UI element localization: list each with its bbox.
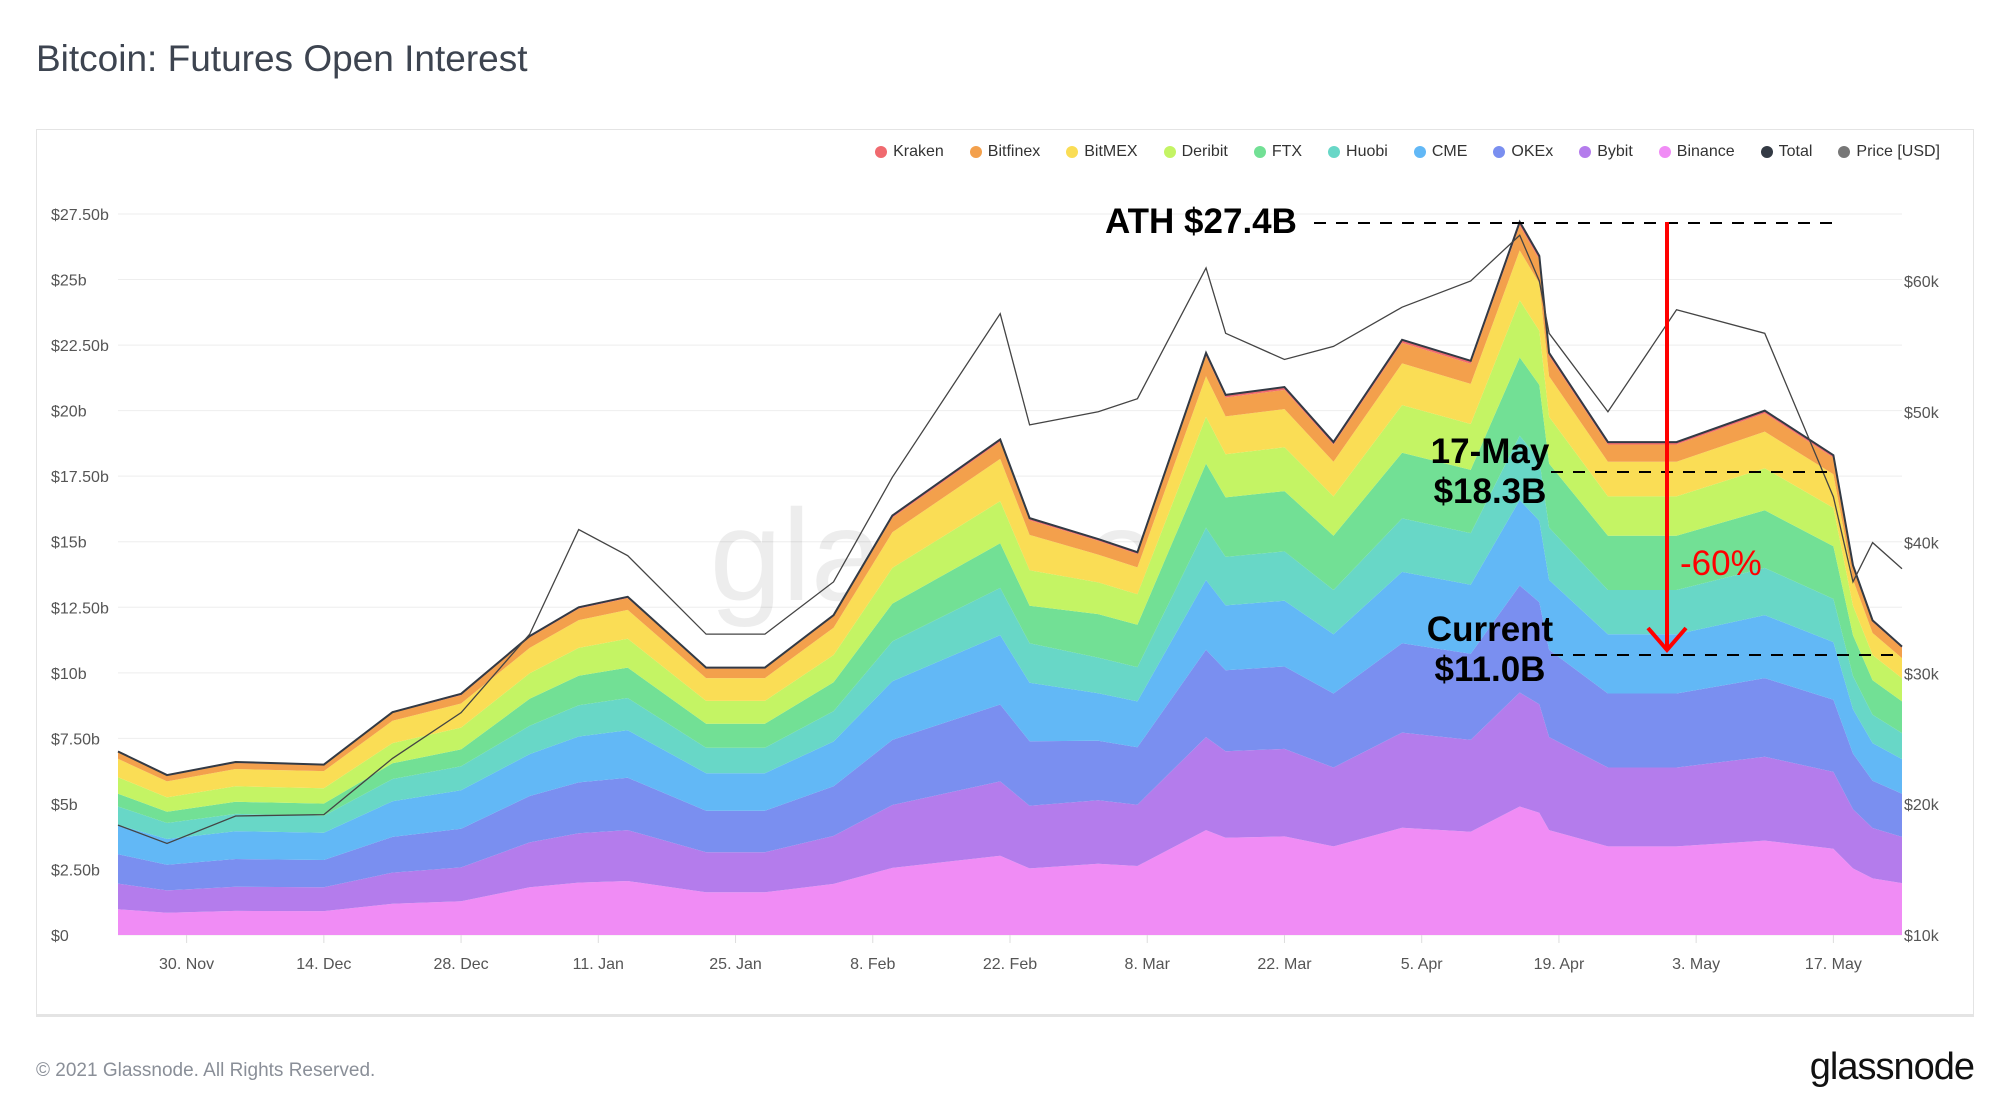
legend-dot-icon xyxy=(1493,146,1506,158)
legend-item-huobi[interactable]: Huobi xyxy=(1328,143,1388,161)
x-tick-label: 11. Jan xyxy=(573,956,624,973)
x-tick-label: 22. Mar xyxy=(1257,956,1312,973)
y-tick-label: $15b xyxy=(51,535,87,552)
y2-tick-label: $60k xyxy=(1904,274,1940,291)
total-line xyxy=(117,219,1903,777)
legend-label: Bybit xyxy=(1597,143,1633,160)
glassnode-logo: glassnode xyxy=(1809,1046,1975,1088)
legend-item-bitfinex[interactable]: Bitfinex xyxy=(969,143,1041,161)
legend: Kraken Bitfinex BitMEX Deribit FTX Huobi CME OK… xyxy=(875,143,1940,161)
current-label: Current xyxy=(1426,610,1554,649)
x-tick-label: 19. Apr xyxy=(1534,956,1585,973)
legend-label: Price [USD] xyxy=(1856,143,1940,160)
legend-label: OKEx xyxy=(1511,143,1554,160)
y-tick-label: $5b xyxy=(51,797,78,814)
x-tick-label: 8. Mar xyxy=(1125,956,1171,973)
legend-dot-icon xyxy=(969,146,982,158)
legend-dot-icon xyxy=(1066,146,1079,158)
ath-annotation: ATH $27.4B xyxy=(1105,202,1297,241)
x-tick-label: 3. May xyxy=(1672,956,1720,973)
legend-dot-icon xyxy=(1413,146,1426,158)
x-tick-label: 17. May xyxy=(1805,956,1862,973)
annotations-overlay xyxy=(1314,222,1902,656)
area-okex xyxy=(118,585,1902,891)
legend-dot-icon xyxy=(1658,146,1671,158)
legend-label: Binance xyxy=(1676,143,1735,160)
area-ftx xyxy=(118,357,1902,823)
legend-label: CME xyxy=(1431,143,1468,160)
legend-item-kraken[interactable]: Kraken xyxy=(875,143,944,161)
stacked-areas xyxy=(118,221,1902,935)
y-tick-label: $22.50b xyxy=(51,338,109,355)
x-tick-label: 25. Jan xyxy=(709,956,761,973)
legend-label: Bitfinex xyxy=(987,143,1041,160)
area-bitfinex xyxy=(118,225,1902,782)
legend-label: Huobi xyxy=(1346,143,1388,160)
area-deribit xyxy=(118,300,1902,812)
current-value: $11.0B xyxy=(1434,650,1546,689)
y-tick-label: $17.50b xyxy=(51,469,109,486)
x-tick-label: 28. Dec xyxy=(434,956,489,973)
area-cme xyxy=(118,500,1902,865)
legend-item-binance[interactable]: Binance xyxy=(1658,143,1735,161)
legend-item-cme[interactable]: CME xyxy=(1413,143,1468,161)
y-tick-label: $20b xyxy=(51,404,87,421)
legend-dot-icon xyxy=(1328,146,1341,158)
drop-arrow-head-icon xyxy=(1646,626,1688,654)
y-tick-label: $2.50b xyxy=(51,862,100,879)
lines xyxy=(117,219,1903,845)
chart-panel xyxy=(36,129,1974,1017)
y-tick-label: $0 xyxy=(51,928,69,945)
area-bitmex xyxy=(118,250,1902,798)
legend-label: Total xyxy=(1778,143,1813,160)
legend-dot-icon xyxy=(1838,146,1851,158)
x-tick-label: 5. Apr xyxy=(1401,956,1443,973)
x-tick-label: 14. Dec xyxy=(296,956,351,973)
legend-item-total[interactable]: Total xyxy=(1760,143,1813,161)
legend-item-ftx[interactable]: FTX xyxy=(1253,143,1303,161)
y-tick-label: $25b xyxy=(51,273,87,290)
y2-tick-label: $30k xyxy=(1904,666,1940,683)
y-tick-label: $10b xyxy=(51,666,87,683)
area-bybit xyxy=(118,692,1902,913)
legend-item-bybit[interactable]: Bybit xyxy=(1579,143,1633,161)
legend-item-deribit[interactable]: Deribit xyxy=(1163,143,1228,161)
legend-item-okex[interactable]: OKEx xyxy=(1493,143,1553,161)
y-tick-label: $7.50b xyxy=(51,731,100,748)
legend-label: Kraken xyxy=(893,143,944,160)
may17-annotation: 17-May $18.3B xyxy=(1420,432,1560,512)
legend-item-price-usd[interactable]: Price [USD] xyxy=(1838,143,1940,161)
x-tick-label: 22. Feb xyxy=(983,956,1037,973)
legend-item-bitmex[interactable]: BitMEX xyxy=(1066,143,1138,161)
legend-dot-icon xyxy=(1253,146,1266,158)
x-tick-label: 30. Nov xyxy=(159,956,214,973)
legend-label: BitMEX xyxy=(1084,143,1138,160)
legend-dot-icon xyxy=(1163,146,1176,158)
y2-tick-label: $20k xyxy=(1904,797,1940,814)
legend-label: FTX xyxy=(1271,143,1303,160)
legend-dot-icon xyxy=(1760,146,1773,158)
area-binance xyxy=(118,806,1902,935)
legend-dot-icon xyxy=(1579,146,1592,158)
price-line xyxy=(117,234,1903,845)
y-tick-label: $12.50b xyxy=(51,600,109,617)
may17-value: $18.3B xyxy=(1433,472,1547,511)
area-huobi xyxy=(118,435,1902,839)
y2-tick-label: $50k xyxy=(1904,405,1940,422)
y-tick-label: $27.50b xyxy=(51,207,109,224)
drop-percentage: -60% xyxy=(1680,544,1762,583)
chart-title: Bitcoin: Futures Open Interest xyxy=(36,38,528,79)
copyright-footer: © 2021 Glassnode. All Rights Reserved. xyxy=(36,1060,376,1081)
may17-date: 17-May xyxy=(1430,432,1550,471)
legend-dot-icon xyxy=(875,146,888,158)
current-annotation: Current $11.0B xyxy=(1415,610,1565,690)
axes: $0 $2.50b $5b $7.50b $10b $12.50b $15b $17.50b $… xyxy=(51,207,1940,973)
legend-label: Deribit xyxy=(1181,143,1228,160)
y2-tick-label: $40k xyxy=(1904,536,1940,553)
x-tick-label: 8. Feb xyxy=(850,956,895,973)
y2-tick-label: $10k xyxy=(1904,928,1940,945)
